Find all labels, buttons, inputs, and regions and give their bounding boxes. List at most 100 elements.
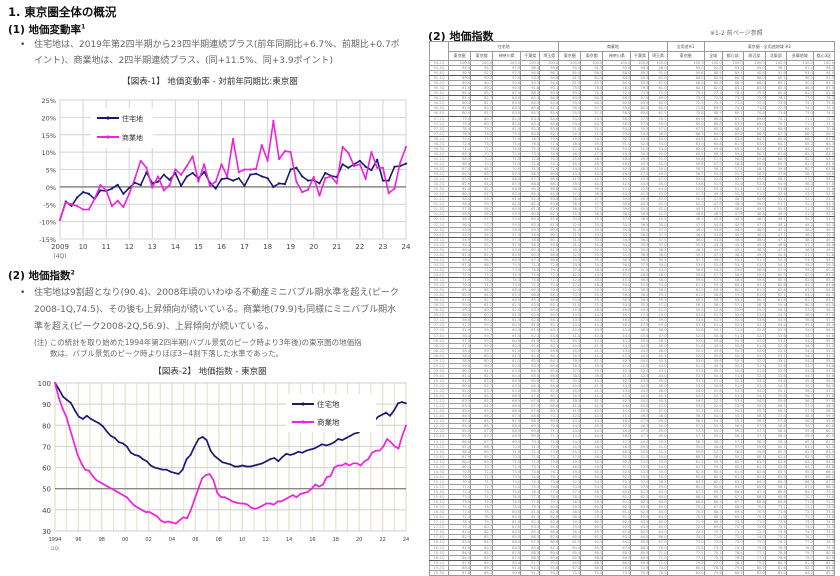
data-point-marker xyxy=(99,189,102,192)
table-cell: 49.3 xyxy=(703,362,723,369)
data-point-marker xyxy=(249,173,252,176)
bullet-icon: • xyxy=(20,288,26,298)
table-cell: 47.8 xyxy=(703,196,723,203)
table-cell: 85.8 xyxy=(703,80,723,87)
table-cell: 69.0 xyxy=(648,95,668,102)
table-row: 09-1Q 58.9 60.2 61.5 62.8 64.1 39.5 41.0 42.5 44.… xyxy=(428,357,836,364)
x-tick-label: 12 xyxy=(262,537,268,543)
data-point-marker xyxy=(335,182,338,185)
table-cell: 75.0 xyxy=(648,90,668,97)
table-cell: 47.5 xyxy=(630,312,650,319)
x-tick-label: 2009 xyxy=(51,243,69,251)
table-cell: 45.5 xyxy=(630,332,650,339)
data-point-marker xyxy=(69,428,71,431)
table-cell: 56.0 xyxy=(703,438,723,445)
table-cell: 73.0 xyxy=(648,564,668,571)
data-point-marker xyxy=(249,168,252,171)
data-point-marker xyxy=(246,503,249,506)
x-tick-label: 14 xyxy=(286,537,292,543)
table-row: 10-3Q 62.4 63.7 65.0 66.3 67.6 40.0 41.5 43.0 44.… xyxy=(428,388,836,395)
data-point-marker xyxy=(201,477,204,480)
legend-label: 住宅地 xyxy=(122,114,143,123)
table-cell: 49.5 xyxy=(630,307,650,314)
table-cell: 52.5 xyxy=(630,463,650,470)
y-tick-label: 80 xyxy=(42,422,51,430)
table-cell: 41.5 xyxy=(630,191,650,198)
table-cell: 49.8 xyxy=(703,357,723,364)
data-point-marker xyxy=(358,163,361,166)
y-tick-label: 100 xyxy=(38,380,51,388)
data-point-marker xyxy=(125,496,128,499)
table-cell: 51.0 xyxy=(648,155,668,162)
data-point-marker xyxy=(254,167,258,170)
table-cell: 39.5 xyxy=(630,211,650,218)
table-cell: 36.5 xyxy=(630,221,650,228)
table-cell: 66.3 xyxy=(703,494,723,501)
note: (注) この統計を取り始めた1994年第2四半期(バブル景気のピーク時より3年後… xyxy=(34,337,419,359)
y-tick-label: -10% xyxy=(39,219,56,227)
data-point-marker xyxy=(381,179,385,182)
table-cell: 59.0 xyxy=(648,115,668,122)
data-point-marker xyxy=(81,208,85,211)
data-point-marker xyxy=(367,458,370,461)
table-cell: 66.8 xyxy=(703,115,723,122)
table-cell: 46.0 xyxy=(648,382,668,390)
data-point-marker xyxy=(393,187,396,190)
table-cell: 100.0 xyxy=(764,59,787,67)
table-group-header: 住宅地 xyxy=(448,41,560,52)
note-line: 数は、バブル景気のピーク時よりほぼ3~4割下落した水準であった。 xyxy=(50,349,284,358)
table-cell: 100.0 xyxy=(558,59,582,67)
data-point-marker xyxy=(137,506,139,509)
table-cell: 62.5 xyxy=(630,514,650,521)
x-tick-label: 24 xyxy=(403,537,409,543)
table-row: 00-3Q 61.4 62.7 64.0 65.3 66.6 38.0 39.5 41.0 42.… xyxy=(428,186,836,193)
data-point-marker xyxy=(260,175,263,178)
data-point-marker xyxy=(283,182,286,186)
table-cell: 69.5 xyxy=(630,559,650,566)
table-cell: 44.5 xyxy=(630,382,650,390)
table-cell: 49.0 xyxy=(648,428,668,435)
data-point-marker xyxy=(237,465,240,468)
table-cell: 50.8 xyxy=(703,261,723,268)
table-cell: 56.0 xyxy=(648,130,668,137)
data-point-marker xyxy=(93,197,96,201)
y-tick-label: -5% xyxy=(43,201,56,209)
table-cell: 58.3 xyxy=(703,297,723,304)
table-cell: 59.3 xyxy=(703,458,723,465)
table-row: 10-4Q 63.9 65.2 66.5 67.8 69.1 39.5 41.0 42.5 44.… xyxy=(428,393,836,400)
legend-label: 住宅地 xyxy=(317,399,340,409)
data-point-marker xyxy=(405,424,407,427)
data-point-marker xyxy=(301,451,304,454)
data-point-marker xyxy=(385,411,387,414)
table-row: 05-3Q 65.4 66.7 68.0 69.3 70.6 52.0 53.5 55.0 56.… xyxy=(428,287,836,294)
data-point-marker xyxy=(193,498,196,501)
table-cell: 100.0 xyxy=(742,59,766,67)
table-cell: 40.0 xyxy=(648,216,668,223)
data-point-marker xyxy=(95,479,98,482)
data-point-marker xyxy=(364,165,367,168)
data-point-marker xyxy=(89,418,92,420)
table-cell: 66.0 xyxy=(648,534,668,541)
table-cell: 38.0 xyxy=(648,251,668,258)
paragraph-line: 準を超え(ピーク2008-2Q,56.9)、上昇傾向が続いている。 xyxy=(34,322,274,332)
table-cell: 50.3 xyxy=(703,372,723,379)
data-point-marker xyxy=(364,177,367,180)
data-point-marker xyxy=(229,463,232,466)
table-cell: 51.0 xyxy=(703,322,723,329)
data-point-marker xyxy=(153,466,156,469)
data-point-marker xyxy=(121,442,124,445)
data-point-marker xyxy=(80,462,83,465)
data-point-marker xyxy=(137,455,140,457)
x-tick-label: 98 xyxy=(99,537,105,543)
data-point-marker xyxy=(193,445,196,448)
table-cell: 60.5 xyxy=(703,473,723,480)
table-row: 94-4Q 90.9 92.2 93.5 94.8 96.1 85.0 86.5 88.0 89.… xyxy=(428,70,836,77)
table-cell: 69.5 xyxy=(630,549,650,556)
table-cell: 44.8 xyxy=(703,221,723,228)
table-cell: 57.5 xyxy=(703,155,723,162)
data-point-marker xyxy=(145,166,148,169)
table-cell: 85.8 xyxy=(703,75,723,82)
table-cell: 71.0 xyxy=(648,554,668,561)
table-group-header: 全用途※1 xyxy=(666,41,705,52)
data-point-marker xyxy=(401,401,403,403)
